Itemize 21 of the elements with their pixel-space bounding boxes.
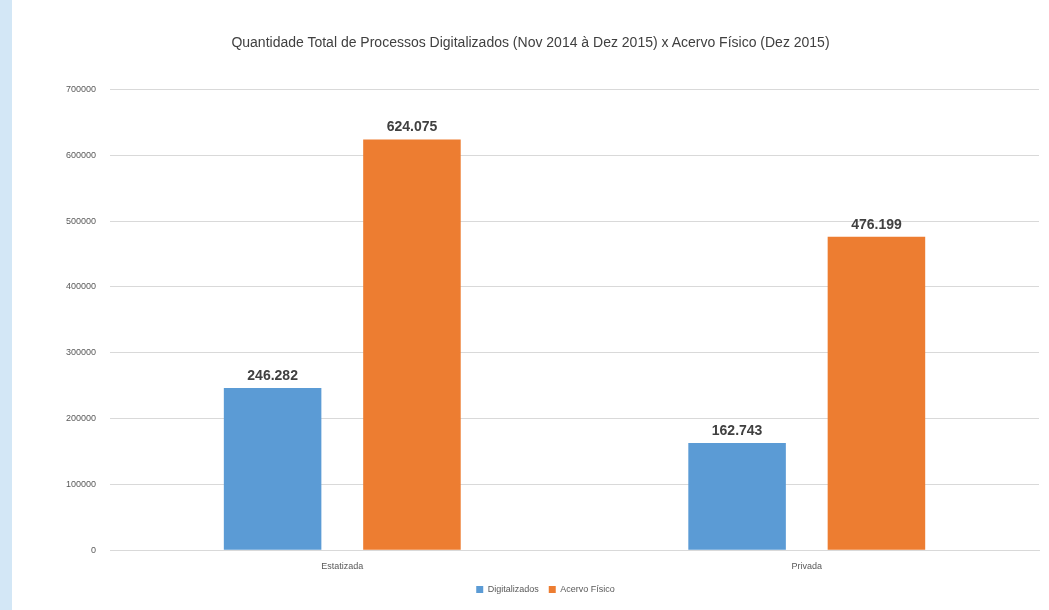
legend-label: Digitalizados bbox=[487, 583, 540, 594]
y-tick-label: 100000 bbox=[65, 478, 97, 489]
y-tick-label: 200000 bbox=[65, 413, 97, 424]
y-tick-label: 0 bbox=[91, 544, 97, 555]
x-tick-label: Privada bbox=[791, 561, 823, 572]
legend-label: Acervo Físico bbox=[560, 583, 615, 594]
data-label: 624.075 bbox=[386, 118, 438, 135]
bar bbox=[363, 139, 461, 550]
bar bbox=[223, 388, 322, 550]
y-tick-label: 400000 bbox=[65, 281, 97, 292]
y-tick-label: 700000 bbox=[65, 83, 97, 94]
data-label: 476.199 bbox=[851, 215, 902, 232]
bar bbox=[827, 236, 926, 550]
chart-title: Quantidade Total de Processos Digitalizados (Nov 2014 à Dez 2015) x Acervo Físico (Dez 2015) bbox=[230, 34, 831, 50]
y-tick-label: 300000 bbox=[65, 347, 97, 358]
x-tick-label: Estatizada bbox=[321, 561, 364, 572]
data-label: 162.743 bbox=[711, 421, 763, 438]
data-label: 246.282 bbox=[247, 366, 299, 383]
bar bbox=[688, 443, 786, 550]
y-tick-label: 600000 bbox=[65, 149, 97, 160]
y-tick-label: 500000 bbox=[65, 215, 97, 226]
